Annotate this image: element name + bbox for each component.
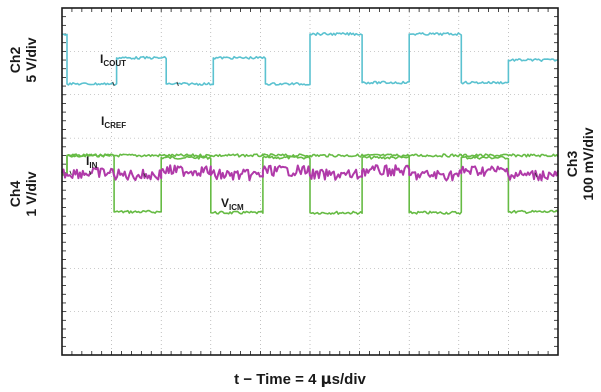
x-axis-label: t − Time = 4 μs/div — [234, 370, 366, 388]
ch4-label: Ch4 1 V/div — [7, 171, 39, 216]
trace-label-icref: ICREF — [101, 114, 126, 130]
trace-noise-speckle — [534, 172, 538, 178]
trace-noise-speckle — [112, 81, 115, 87]
trace-noise-speckle — [143, 172, 146, 178]
ch3-scale: 100 mV/div — [580, 127, 596, 200]
trace-label-iin: IIN — [86, 154, 98, 170]
ch2-name: Ch2 — [7, 47, 23, 74]
trace-label-vicm: VICM — [221, 196, 244, 212]
plot-frame — [61, 7, 559, 356]
ch2-label: Ch2 5 V/div — [7, 37, 39, 82]
trace-i-cout — [61, 31, 558, 86]
ch4-scale: 1 V/div — [23, 171, 39, 216]
trace-i-cref — [61, 153, 559, 176]
ch3-name: Ch3 — [564, 151, 580, 178]
waveform-traces — [61, 31, 559, 215]
ch4-name: Ch4 — [7, 181, 23, 208]
trace-noise-speckle — [69, 170, 72, 175]
trace-label-icout: ICOUT — [100, 52, 126, 68]
trace-noise-speckle — [88, 170, 92, 175]
ch2-scale: 5 V/div — [23, 37, 39, 82]
ch3-label: Ch3 100 mV/div — [564, 127, 596, 200]
trace-v-icm — [62, 153, 559, 215]
trace-noise-speckle — [176, 81, 179, 87]
